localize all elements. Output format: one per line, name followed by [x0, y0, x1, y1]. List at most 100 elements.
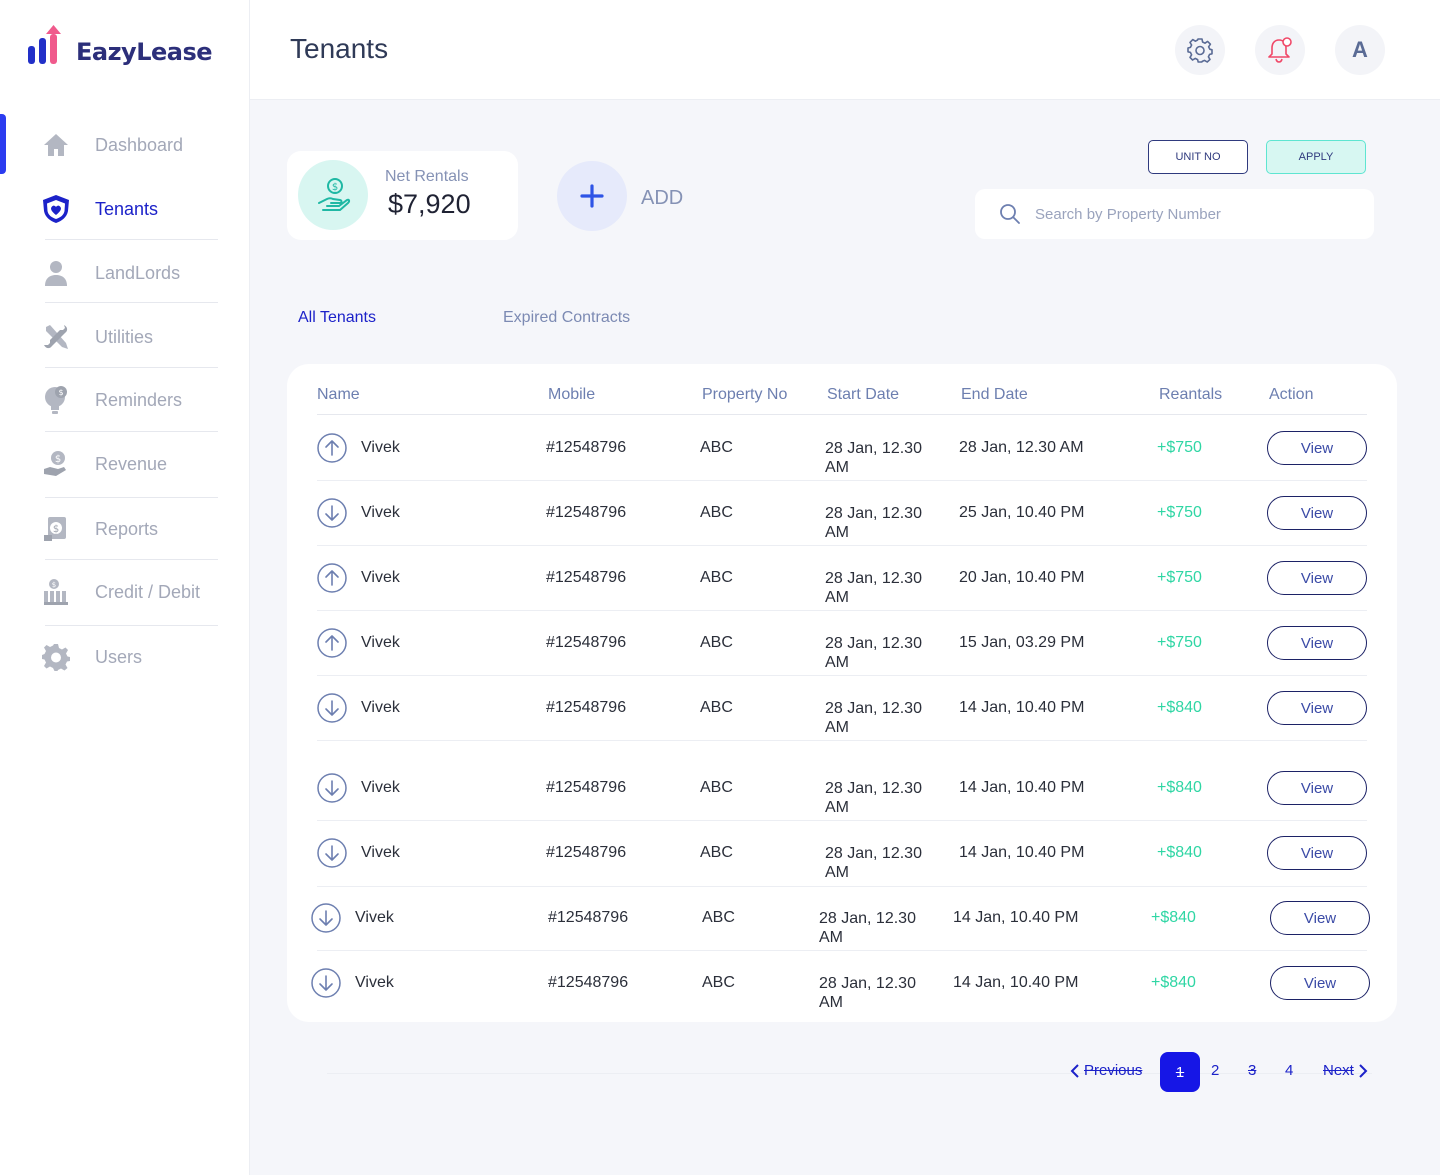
cell-mobile: #12548796 — [546, 504, 627, 521]
sidebar-item-utilities[interactable]: Utilities — [40, 317, 218, 357]
svg-text:$: $ — [52, 581, 56, 589]
add-button[interactable] — [557, 161, 627, 231]
cell-name: Vivek — [355, 909, 394, 926]
cell-property: ABC — [700, 504, 733, 521]
tenants-table — [287, 364, 1397, 1022]
gear-icon — [40, 641, 72, 673]
net-rentals-card: $ Net Rentals $7,920 — [287, 151, 518, 240]
divider — [45, 625, 218, 626]
cell-property: ABC — [702, 909, 735, 926]
sidebar-item-users[interactable]: Users — [40, 637, 218, 677]
tab-all-tenants[interactable]: All Tenants — [298, 309, 376, 326]
view-button[interactable]: View — [1267, 496, 1367, 530]
gear-icon — [1187, 38, 1213, 63]
view-button[interactable]: View — [1270, 901, 1370, 935]
cell-name: Vivek — [361, 439, 400, 456]
active-indicator — [0, 114, 6, 174]
divider — [45, 497, 218, 498]
cell-start-date: 28 Jan, 12.30 AM — [825, 505, 922, 541]
row-divider — [317, 950, 1367, 951]
divider — [45, 367, 218, 368]
row-divider — [317, 480, 1367, 481]
pagination-next[interactable]: Next — [1323, 1062, 1368, 1079]
report-dollar-icon: $ — [40, 513, 72, 545]
view-button[interactable]: View — [1267, 561, 1367, 595]
sidebar-item-label: Dashboard — [95, 134, 184, 155]
cell-start-date: 28 Jan, 12.30 AM — [825, 700, 922, 736]
cell-rentals: +$840 — [1157, 699, 1202, 716]
notifications-button[interactable] — [1255, 25, 1305, 75]
cell-property: ABC — [700, 779, 733, 796]
divider — [45, 239, 218, 240]
row-divider — [317, 545, 1367, 546]
pagination-page-3[interactable]: 3 — [1248, 1062, 1257, 1079]
sidebar-item-reports[interactable]: $ Reports — [40, 509, 218, 549]
pagination-page-1[interactable]: 1 — [1160, 1052, 1200, 1092]
header-divider — [317, 414, 1367, 415]
sidebar-item-tenants[interactable]: Tenants — [40, 189, 218, 229]
cell-start-date: 28 Jan, 12.30 AM — [825, 845, 922, 881]
cell-name: Vivek — [361, 779, 400, 796]
view-button[interactable]: View — [1267, 691, 1367, 725]
column-header-action: Action — [1269, 386, 1314, 403]
bank-dollar-icon: $ — [40, 576, 72, 608]
settings-button[interactable] — [1175, 25, 1225, 75]
view-button[interactable]: View — [1267, 431, 1367, 465]
sidebar: EazyLease Dashboard Tenants LandLords Ut… — [0, 0, 250, 1175]
pagination-page-2[interactable]: 2 — [1211, 1062, 1220, 1079]
view-button[interactable]: View — [1267, 626, 1367, 660]
net-rentals-value: $7,920 — [388, 189, 471, 219]
arrow-down-circle-icon — [317, 838, 347, 868]
cell-property: ABC — [702, 974, 735, 991]
search-input[interactable] — [1035, 205, 1335, 223]
cell-property: ABC — [700, 634, 733, 651]
column-header-rentals: Reantals — [1159, 386, 1223, 403]
top-header: Tenants A — [250, 0, 1440, 100]
chevron-left-icon — [1070, 1063, 1079, 1078]
sidebar-item-label: Utilities — [95, 326, 154, 347]
hand-dollar-icon: $ — [298, 160, 368, 230]
arrow-up-circle-icon — [317, 563, 347, 593]
avatar[interactable]: A — [1335, 25, 1385, 75]
page-title: Tenants — [290, 33, 389, 64]
cell-start-date: 28 Jan, 12.30 AM — [825, 635, 922, 671]
sidebar-item-credit-debit[interactable]: $ Credit / Debit — [40, 572, 218, 612]
sidebar-item-dashboard[interactable]: Dashboard — [40, 125, 218, 165]
cell-rentals: +$840 — [1157, 779, 1202, 796]
view-button[interactable]: View — [1267, 771, 1367, 805]
cell-rentals: +$750 — [1157, 634, 1202, 651]
pagination-previous[interactable]: Previous — [1070, 1062, 1142, 1079]
lightbulb-dollar-icon: $ — [40, 384, 72, 416]
cell-end-date: 14 Jan, 10.40 PM — [959, 844, 1085, 861]
view-button[interactable]: View — [1270, 966, 1370, 1000]
pagination-previous-label: Previous — [1084, 1062, 1143, 1079]
tab-expired-contracts[interactable]: Expired Contracts — [503, 309, 631, 326]
cell-name: Vivek — [355, 974, 394, 991]
sidebar-item-label: Revenue — [95, 453, 168, 474]
logo[interactable]: EazyLease — [26, 24, 213, 66]
plus-icon — [580, 184, 604, 208]
hand-dollar-icon: $ — [40, 448, 72, 480]
cell-rentals: +$840 — [1151, 909, 1196, 926]
view-button[interactable]: View — [1267, 836, 1367, 870]
sidebar-item-landlords[interactable]: LandLords — [40, 253, 218, 293]
add-label[interactable]: ADD — [641, 187, 684, 209]
cell-name: Vivek — [361, 634, 400, 651]
net-rentals-label: Net Rentals — [385, 168, 469, 185]
cell-rentals: +$750 — [1157, 439, 1202, 456]
cell-rentals: +$840 — [1151, 974, 1196, 991]
column-header-name: Name — [317, 386, 360, 403]
apply-button[interactable]: APPLY — [1266, 140, 1366, 174]
sidebar-item-label: Reminders — [95, 389, 183, 410]
cell-mobile: #12548796 — [546, 699, 627, 716]
sidebar-item-reminders[interactable]: $ Reminders — [40, 380, 218, 420]
pagination-page-4[interactable]: 4 — [1285, 1062, 1294, 1079]
unit-no-button[interactable]: UNIT NO — [1148, 140, 1248, 174]
cell-name: Vivek — [361, 504, 400, 521]
user-icon — [40, 257, 72, 289]
cell-mobile: #12548796 — [546, 569, 627, 586]
arrow-down-circle-icon — [311, 968, 341, 998]
cell-mobile: #12548796 — [546, 844, 627, 861]
cell-start-date: 28 Jan, 12.30 AM — [825, 780, 922, 816]
sidebar-item-revenue[interactable]: $ Revenue — [40, 444, 218, 484]
